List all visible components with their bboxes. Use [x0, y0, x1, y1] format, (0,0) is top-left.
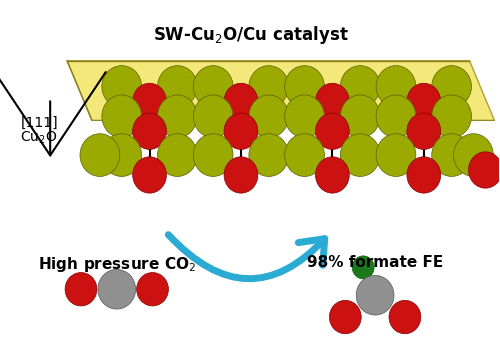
- FancyArrowPatch shape: [168, 235, 324, 279]
- Ellipse shape: [249, 134, 288, 176]
- Ellipse shape: [136, 272, 168, 306]
- Ellipse shape: [98, 269, 136, 309]
- Ellipse shape: [102, 134, 142, 176]
- Ellipse shape: [158, 95, 197, 138]
- Ellipse shape: [158, 66, 197, 107]
- Ellipse shape: [249, 95, 288, 138]
- Ellipse shape: [407, 83, 440, 120]
- Text: SW-Cu$_2$O/Cu catalyst: SW-Cu$_2$O/Cu catalyst: [153, 24, 348, 46]
- Ellipse shape: [158, 134, 197, 176]
- Ellipse shape: [224, 113, 258, 149]
- Ellipse shape: [194, 134, 233, 176]
- Ellipse shape: [284, 66, 325, 107]
- Text: Cu$_2$O: Cu$_2$O: [20, 130, 58, 146]
- Ellipse shape: [316, 157, 350, 193]
- Ellipse shape: [376, 66, 416, 107]
- Text: High pressure CO$_2$: High pressure CO$_2$: [38, 256, 196, 274]
- Text: 98% formate FE: 98% formate FE: [307, 256, 443, 270]
- Ellipse shape: [224, 157, 258, 193]
- Ellipse shape: [356, 275, 394, 315]
- Ellipse shape: [224, 83, 258, 120]
- Ellipse shape: [468, 152, 500, 188]
- Ellipse shape: [132, 113, 166, 149]
- Ellipse shape: [376, 95, 416, 138]
- Ellipse shape: [80, 134, 120, 176]
- Ellipse shape: [389, 300, 421, 334]
- Polygon shape: [67, 61, 494, 120]
- Ellipse shape: [132, 83, 166, 120]
- Ellipse shape: [102, 95, 142, 138]
- Text: [111]: [111]: [20, 116, 58, 130]
- Ellipse shape: [340, 134, 380, 176]
- Ellipse shape: [284, 95, 325, 138]
- Ellipse shape: [316, 113, 350, 149]
- Ellipse shape: [249, 66, 288, 107]
- Ellipse shape: [352, 256, 374, 279]
- Ellipse shape: [376, 134, 416, 176]
- Ellipse shape: [340, 66, 380, 107]
- Ellipse shape: [432, 134, 472, 176]
- Ellipse shape: [316, 83, 350, 120]
- Ellipse shape: [340, 95, 380, 138]
- Ellipse shape: [407, 113, 440, 149]
- Ellipse shape: [194, 66, 233, 107]
- Ellipse shape: [65, 272, 97, 306]
- Ellipse shape: [407, 157, 440, 193]
- Ellipse shape: [432, 66, 472, 107]
- Ellipse shape: [454, 134, 494, 176]
- Ellipse shape: [284, 134, 325, 176]
- Ellipse shape: [330, 300, 361, 334]
- Ellipse shape: [102, 66, 142, 107]
- Ellipse shape: [132, 157, 166, 193]
- Ellipse shape: [194, 95, 233, 138]
- Ellipse shape: [432, 95, 472, 138]
